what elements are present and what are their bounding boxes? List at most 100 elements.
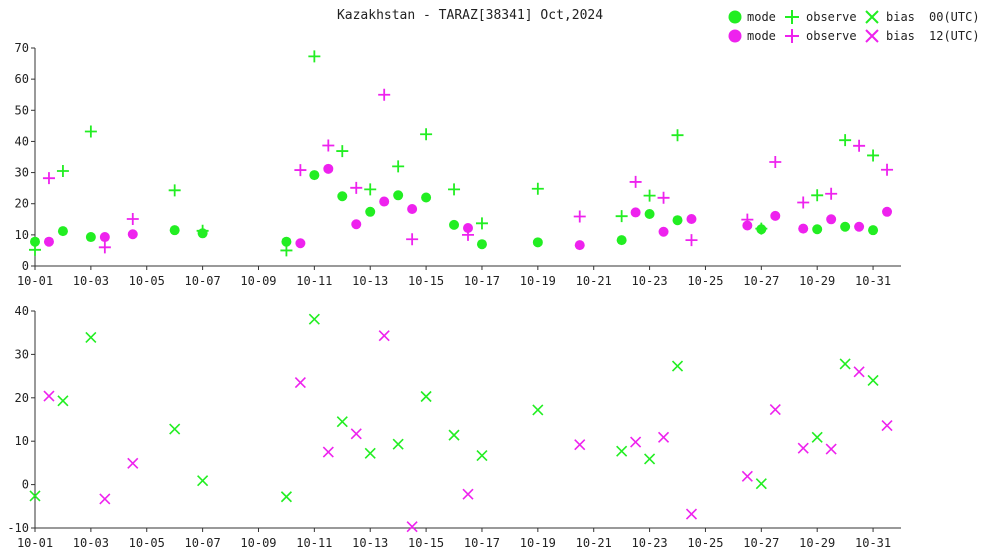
observe-point-00utc — [364, 183, 377, 196]
mode-point-12utc — [379, 196, 390, 207]
x-tick-label: 10-17 — [464, 274, 500, 288]
x-tick-label: 10-25 — [687, 274, 723, 288]
mode-point-12utc — [99, 232, 110, 243]
observe-point-00utc — [755, 222, 768, 235]
bias-point-12utc — [797, 442, 809, 454]
y-tick-label: 40 — [15, 304, 29, 318]
legend-mode-label: mode — [747, 29, 776, 43]
mode-point-12utc — [854, 221, 865, 232]
bias-point-00utc — [811, 431, 823, 443]
x-tick-label: 10-15 — [408, 274, 444, 288]
observe-point-12utc — [573, 210, 586, 223]
bias-point-12utc — [881, 420, 893, 432]
bias-point-12utc — [825, 443, 837, 455]
legend-bias-marker — [865, 10, 879, 24]
mode-point-12utc — [658, 226, 669, 237]
observe-point-12utc — [685, 234, 698, 247]
x-tick-label: 10-11 — [296, 536, 332, 550]
x-tick-label: 10-09 — [240, 536, 276, 550]
x-tick-label: 10-23 — [632, 274, 668, 288]
bias-point-00utc — [476, 449, 488, 462]
observe-point-00utc — [308, 50, 321, 63]
observe-point-12utc — [825, 187, 838, 200]
mode-point-12utc — [43, 236, 54, 247]
bias-point-00utc — [867, 374, 879, 387]
mode-point-00utc — [57, 226, 68, 237]
legend-bias-label: bias — [886, 29, 915, 43]
observe-point-12utc — [322, 139, 335, 152]
observe-point-12utc — [797, 196, 810, 209]
bias-point-12utc — [127, 457, 139, 469]
bias-point-12utc — [741, 470, 753, 482]
x-tick-label: 10-01 — [17, 536, 53, 550]
x-tick-label: 10-09 — [240, 274, 276, 288]
x-tick-label: 10-11 — [296, 274, 332, 288]
y-tick-label: -10 — [7, 521, 29, 535]
observe-point-12utc — [462, 228, 474, 241]
observe-point-00utc — [84, 125, 97, 138]
mode-point-12utc — [407, 204, 418, 215]
observe-point-00utc — [839, 134, 852, 147]
mode-point-00utc — [868, 225, 879, 236]
bias-point-00utc — [364, 447, 376, 459]
bottom-panel: -10 0 10 20 30 40 10-01 10-03 10-05 10-07 10-09 10-… — [7, 304, 901, 550]
legend-mode-label: mode — [747, 10, 776, 24]
observe-point-00utc — [29, 243, 41, 256]
observe-point-00utc — [336, 145, 349, 158]
mode-point-12utc — [686, 213, 697, 224]
observe-point-12utc — [406, 233, 419, 246]
mode-point-00utc — [169, 225, 180, 236]
mode-point-00utc — [644, 208, 655, 219]
mode-point-00utc — [449, 219, 460, 230]
bias-point-12utc — [322, 446, 334, 458]
bias-point-12utc — [657, 431, 670, 443]
x-tick-label: 10-07 — [185, 536, 221, 550]
bias-point-00utc — [29, 490, 41, 502]
bias-point-12utc — [630, 436, 642, 448]
mode-point-12utc — [630, 207, 641, 218]
mode-point-00utc — [337, 191, 348, 202]
observe-point-12utc — [629, 175, 642, 188]
y-tick-label: 40 — [15, 134, 29, 148]
x-tick-label: 10-13 — [352, 536, 388, 550]
bias-point-00utc — [336, 416, 348, 428]
x-tick-label: 10-31 — [855, 536, 891, 550]
y-tick-label: 10 — [15, 434, 29, 448]
legend-bias-marker — [865, 29, 879, 43]
observe-point-00utc — [615, 210, 628, 223]
y-tick-label: 30 — [15, 347, 29, 361]
bias-point-00utc — [197, 475, 209, 487]
x-tick-label: 10-29 — [799, 536, 835, 550]
observe-point-00utc — [448, 183, 461, 196]
bias-point-12utc — [378, 330, 390, 342]
bias-point-00utc — [420, 390, 432, 403]
legend-hour-label: 12(UTC) — [929, 29, 980, 43]
mode-point-00utc — [30, 236, 40, 247]
y-tick-label: 50 — [15, 103, 29, 117]
mode-point-12utc — [463, 223, 473, 234]
legend-mode-marker — [728, 29, 742, 43]
legend-bias-label: bias — [886, 10, 915, 24]
bias-point-12utc — [574, 439, 586, 451]
y-tick-label: 60 — [15, 72, 29, 86]
observe-point-12utc — [350, 181, 363, 194]
x-tick-label: 10-21 — [576, 536, 612, 550]
legend-observe-label: observe — [806, 29, 857, 43]
bias-point-00utc — [57, 395, 69, 407]
bias-point-00utc — [85, 331, 97, 344]
mode-point-00utc — [840, 221, 851, 232]
y-tick-label: 30 — [15, 166, 29, 180]
bias-point-00utc — [755, 478, 767, 490]
bias-point-12utc — [853, 366, 865, 378]
observe-point-00utc — [531, 182, 544, 195]
observe-point-12utc — [853, 139, 866, 152]
mode-point-12utc — [826, 214, 837, 225]
x-tick-label: 10-19 — [520, 274, 556, 288]
observe-point-12utc — [741, 213, 754, 226]
y-tick-label: 70 — [15, 41, 29, 55]
chart-title: Kazakhstan - TARAZ[38341] Oct,2024 — [337, 8, 603, 23]
mode-point-12utc — [882, 206, 893, 217]
mode-point-12utc — [323, 163, 334, 174]
observe-point-12utc — [98, 241, 111, 254]
bias-point-00utc — [280, 491, 292, 503]
